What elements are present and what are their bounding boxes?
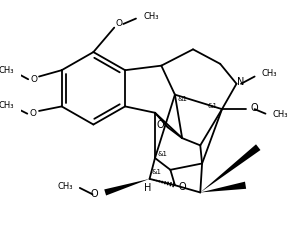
Polygon shape: [200, 182, 246, 192]
Text: CH₃: CH₃: [273, 110, 288, 119]
Text: H: H: [144, 183, 151, 193]
Text: N: N: [237, 77, 245, 87]
Text: O: O: [30, 75, 37, 84]
Text: &1: &1: [208, 103, 218, 109]
Text: O: O: [157, 120, 164, 130]
Text: CH₃: CH₃: [57, 182, 73, 191]
Polygon shape: [104, 179, 149, 196]
Text: CH₃: CH₃: [0, 66, 14, 75]
Text: O: O: [115, 19, 122, 29]
Text: O: O: [250, 103, 258, 113]
Text: &1: &1: [157, 151, 167, 157]
Text: O: O: [90, 189, 98, 199]
Text: CH₃: CH₃: [0, 101, 14, 110]
Text: O: O: [29, 109, 36, 118]
Text: &1: &1: [177, 96, 187, 102]
Text: &1: &1: [152, 169, 162, 175]
Text: O: O: [178, 182, 186, 192]
Text: CH₃: CH₃: [143, 12, 159, 21]
Text: CH₃: CH₃: [262, 69, 277, 78]
Polygon shape: [200, 144, 260, 192]
